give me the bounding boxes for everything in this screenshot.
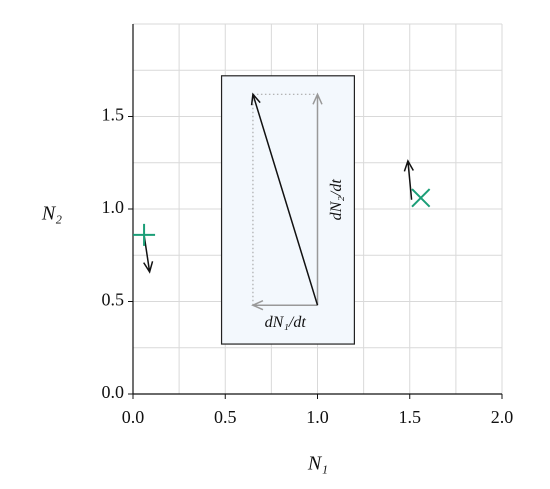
arrow [250, 92, 319, 306]
x-tick-label: 0.5 [214, 407, 237, 427]
point-marker [411, 188, 431, 208]
arrow [403, 159, 414, 200]
y-axis-label: N₂ [41, 203, 62, 225]
y-tick-label: 0.5 [102, 290, 125, 310]
y-tick-label: 1.0 [102, 197, 125, 217]
arrow-label: dN₂/dt [328, 179, 345, 221]
x-tick-label: 1.5 [399, 407, 422, 427]
x-tick-label: 1.0 [306, 407, 329, 427]
arrow-label: dN₁/dt [265, 314, 307, 331]
y-tick-label: 1.5 [102, 105, 125, 125]
arrow [312, 92, 323, 306]
point-marker [133, 223, 156, 246]
x-axis-label: N₁ [307, 453, 328, 475]
y-tick-label: 0.0 [102, 382, 125, 402]
arrow [251, 300, 318, 311]
x-tick-label: 2.0 [491, 407, 514, 427]
x-tick-label: 0.0 [122, 407, 145, 427]
